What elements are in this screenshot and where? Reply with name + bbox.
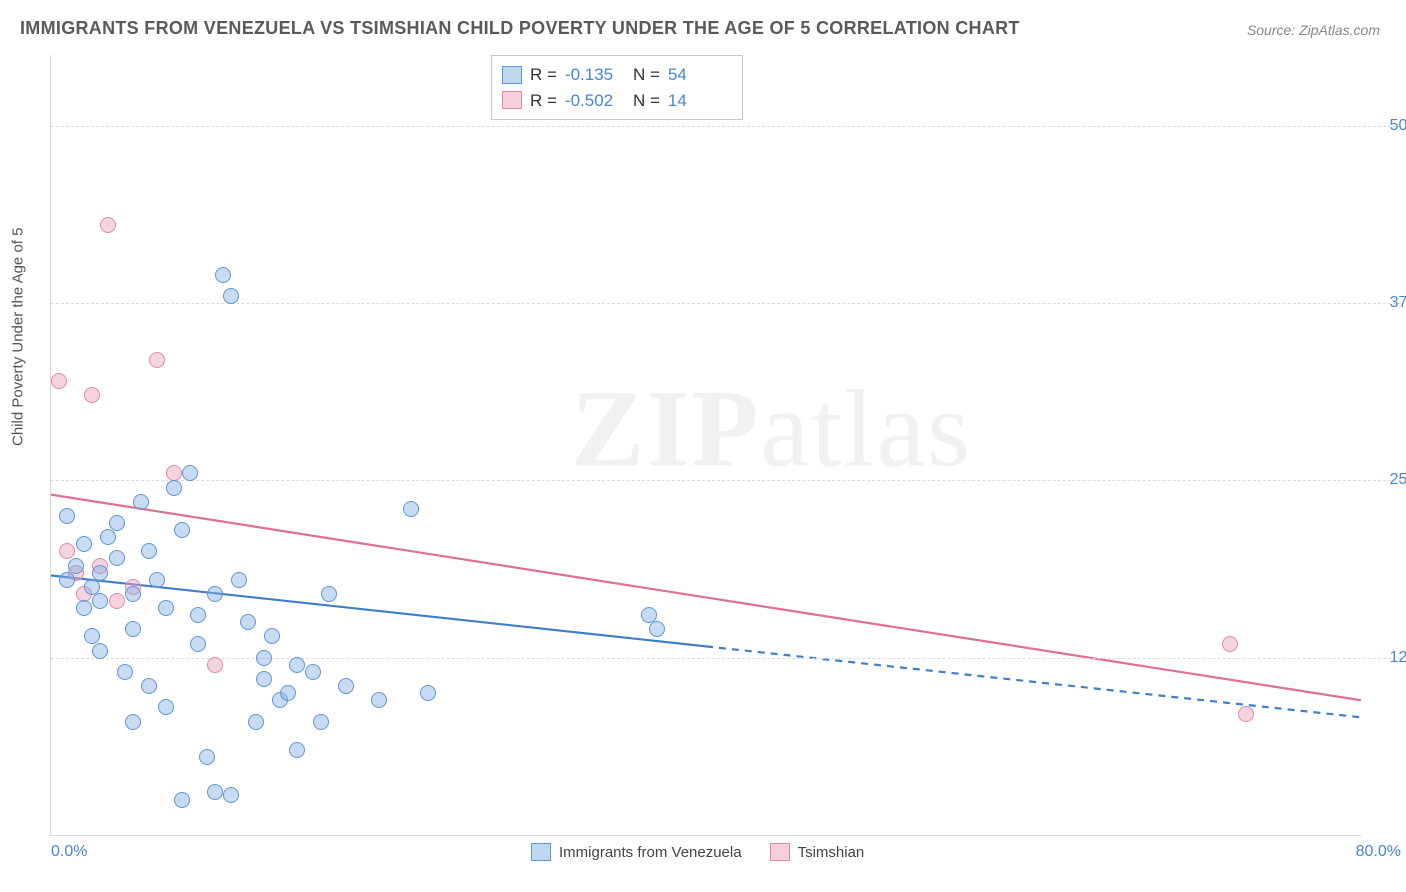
scatter-point-blue: [199, 749, 215, 765]
scatter-point-blue: [84, 628, 100, 644]
scatter-point-blue: [100, 529, 116, 545]
gridline: [51, 480, 1401, 481]
scatter-point-blue: [289, 742, 305, 758]
scatter-point-blue: [321, 586, 337, 602]
scatter-point-blue: [158, 600, 174, 616]
r-label: R =: [530, 62, 557, 88]
stats-row: R = -0.502 N = 14: [502, 88, 728, 114]
n-value: 14: [668, 88, 728, 114]
scatter-point-blue: [141, 543, 157, 559]
scatter-point-blue: [158, 699, 174, 715]
correlation-stats-box: R = -0.135 N = 54 R = -0.502 N = 14: [491, 55, 743, 120]
scatter-point-blue: [256, 650, 272, 666]
scatter-point-blue: [264, 628, 280, 644]
scatter-point-pink: [1222, 636, 1238, 652]
legend-label: Tsimshian: [798, 844, 865, 861]
scatter-point-blue: [231, 572, 247, 588]
scatter-point-pink: [109, 593, 125, 609]
swatch-pink-icon: [770, 843, 790, 861]
watermark-bold: ZIP: [571, 368, 760, 490]
scatter-point-blue: [190, 636, 206, 652]
scatter-point-pink: [1238, 706, 1254, 722]
source-attribution: Source: ZipAtlas.com: [1247, 22, 1380, 38]
scatter-point-blue: [649, 621, 665, 637]
scatter-point-blue: [313, 714, 329, 730]
source-prefix: Source:: [1247, 22, 1299, 38]
scatter-point-pink: [84, 387, 100, 403]
scatter-point-blue: [76, 536, 92, 552]
n-label: N =: [633, 62, 660, 88]
scatter-point-blue: [403, 501, 419, 517]
scatter-point-blue: [68, 558, 84, 574]
scatter-point-blue: [76, 600, 92, 616]
scatter-point-blue: [125, 586, 141, 602]
scatter-point-blue: [338, 678, 354, 694]
source-name: ZipAtlas.com: [1299, 22, 1380, 38]
gridline: [51, 658, 1401, 659]
watermark: ZIPatlas: [571, 366, 972, 493]
scatter-point-blue: [182, 465, 198, 481]
scatter-point-blue: [174, 792, 190, 808]
watermark-rest: atlas: [760, 368, 972, 490]
gridline: [51, 126, 1401, 127]
scatter-point-blue: [109, 550, 125, 566]
scatter-point-blue: [133, 494, 149, 510]
swatch-blue-icon: [531, 843, 551, 861]
series-legend: Immigrants from Venezuela Tsimshian: [531, 843, 864, 861]
legend-item: Immigrants from Venezuela: [531, 843, 742, 861]
gridline: [51, 303, 1401, 304]
scatter-point-blue: [207, 586, 223, 602]
scatter-point-blue: [125, 621, 141, 637]
y-tick-label: 37.5%: [1390, 294, 1406, 312]
scatter-point-blue: [109, 515, 125, 531]
y-tick-label: 12.5%: [1390, 649, 1406, 667]
scatter-point-blue: [92, 565, 108, 581]
scatter-point-blue: [215, 267, 231, 283]
r-value: -0.502: [565, 88, 625, 114]
r-label: R =: [530, 88, 557, 114]
y-tick-label: 50.0%: [1390, 117, 1406, 135]
swatch-pink-icon: [502, 91, 522, 109]
scatter-plot-area: ZIPatlas R = -0.135 N = 54 R = -0.502 N …: [50, 55, 1361, 836]
swatch-blue-icon: [502, 66, 522, 84]
scatter-point-blue: [420, 685, 436, 701]
y-tick-label: 25.0%: [1390, 471, 1406, 489]
scatter-point-blue: [92, 593, 108, 609]
n-value: 54: [668, 62, 728, 88]
scatter-point-pink: [51, 373, 67, 389]
stats-row: R = -0.135 N = 54: [502, 62, 728, 88]
scatter-point-blue: [117, 664, 133, 680]
x-tick-min: 0.0%: [51, 843, 87, 861]
scatter-point-blue: [280, 685, 296, 701]
legend-label: Immigrants from Venezuela: [559, 844, 742, 861]
x-tick-max: 80.0%: [1356, 843, 1401, 861]
scatter-point-blue: [223, 288, 239, 304]
scatter-point-pink: [100, 217, 116, 233]
scatter-point-pink: [149, 352, 165, 368]
y-axis-label: Child Poverty Under the Age of 5: [10, 228, 27, 446]
scatter-point-blue: [59, 508, 75, 524]
scatter-point-pink: [207, 657, 223, 673]
scatter-point-blue: [59, 572, 75, 588]
scatter-point-blue: [174, 522, 190, 538]
scatter-point-blue: [256, 671, 272, 687]
scatter-point-blue: [190, 607, 206, 623]
scatter-point-blue: [371, 692, 387, 708]
scatter-point-blue: [248, 714, 264, 730]
scatter-point-blue: [223, 787, 239, 803]
scatter-point-blue: [125, 714, 141, 730]
scatter-point-blue: [240, 614, 256, 630]
r-value: -0.135: [565, 62, 625, 88]
scatter-point-blue: [141, 678, 157, 694]
scatter-point-blue: [207, 784, 223, 800]
legend-item: Tsimshian: [770, 843, 865, 861]
scatter-point-blue: [149, 572, 165, 588]
scatter-point-blue: [166, 480, 182, 496]
n-label: N =: [633, 88, 660, 114]
scatter-point-blue: [305, 664, 321, 680]
scatter-point-blue: [92, 643, 108, 659]
chart-title: IMMIGRANTS FROM VENEZUELA VS TSIMSHIAN C…: [20, 18, 1020, 39]
scatter-point-blue: [289, 657, 305, 673]
